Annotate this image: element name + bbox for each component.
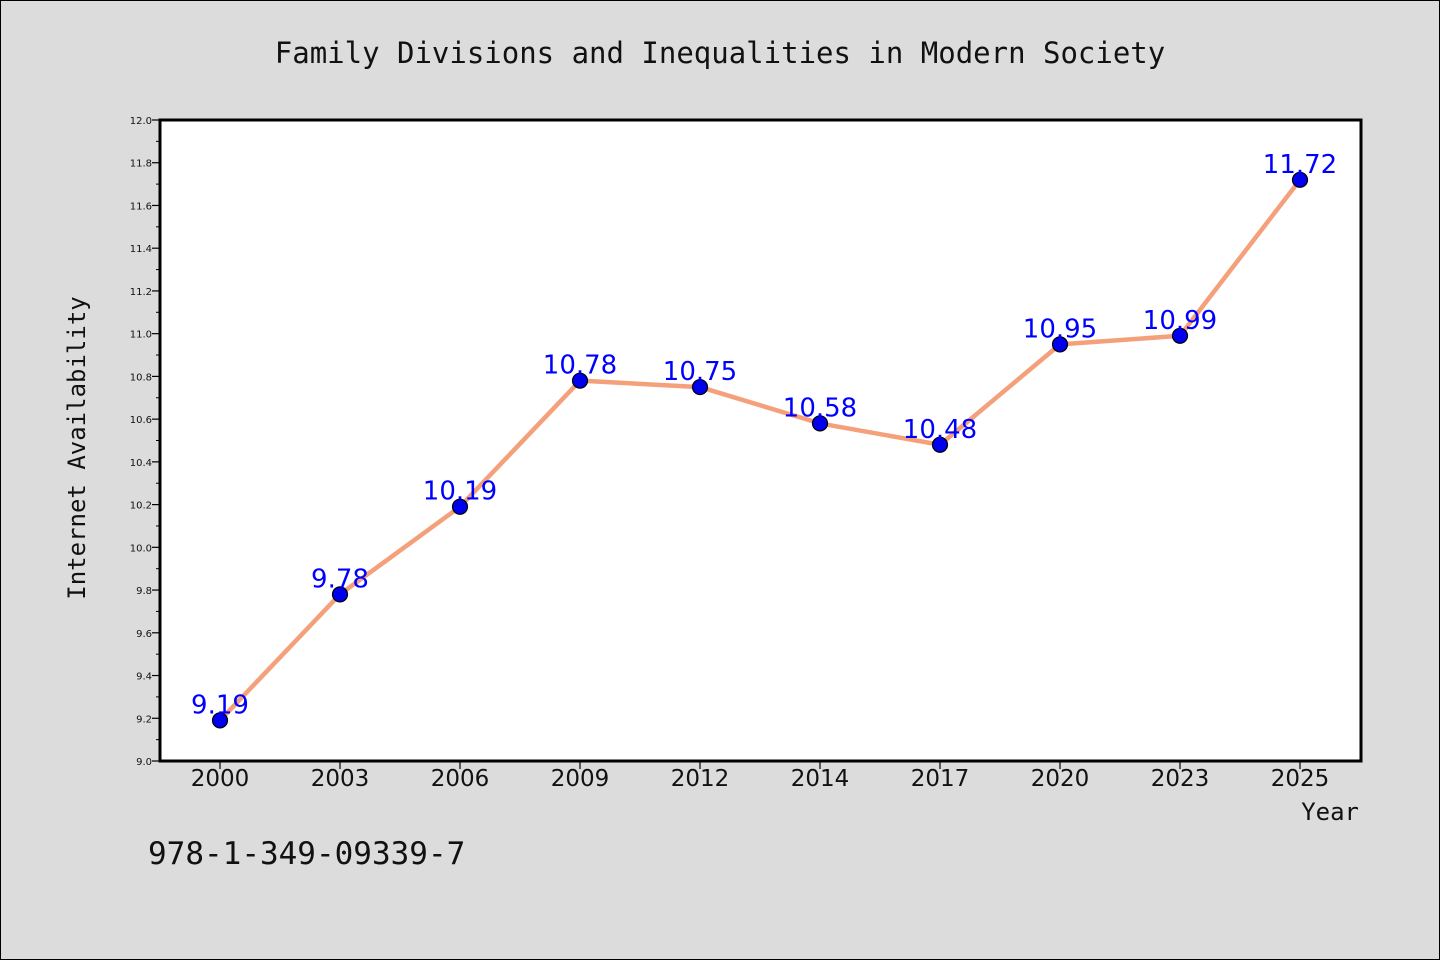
data-label: 10.95 xyxy=(1023,314,1097,344)
y-tick-label: 10.8 xyxy=(130,372,152,383)
x-tick-label: 2017 xyxy=(911,766,970,792)
y-tick-label: 11.4 xyxy=(130,244,152,255)
data-label: 9.78 xyxy=(311,564,369,594)
y-tick-label: 11.6 xyxy=(130,201,152,212)
x-axis-label: Year xyxy=(1301,798,1359,826)
y-tick-label: 11.8 xyxy=(130,159,152,170)
data-point xyxy=(811,415,829,432)
x-tick-label: 2012 xyxy=(671,766,730,792)
series-line-group xyxy=(217,177,1303,723)
y-axis-label: Internet Availability xyxy=(63,296,91,599)
y-tick-label: 10.6 xyxy=(130,415,152,426)
data-point xyxy=(691,378,709,396)
y-tick-label: 10.4 xyxy=(130,458,152,469)
y-tick-label: 9.2 xyxy=(136,714,152,725)
data-label: 10.48 xyxy=(903,415,977,445)
x-tick-label: 2014 xyxy=(791,766,850,792)
data-point xyxy=(331,586,349,603)
markers-group xyxy=(211,171,1309,729)
data-labels-group: 9.19 9.78 10.19 10.78 10.75 10.58 10.48 10.95 10… xyxy=(191,150,1337,721)
x-tick-label: 2025 xyxy=(1271,766,1330,792)
x-tick-label: 2009 xyxy=(551,766,610,792)
y-axis: 9.0 9.2 9.4 9.6 9.8 10.0 10.2 10.4 10.6 10.8 11.0 1… xyxy=(130,116,160,768)
x-tick-label: 2000 xyxy=(191,766,250,792)
isbn-text: 978-1-349-09339-7 xyxy=(148,836,465,872)
data-label: 10.58 xyxy=(783,393,857,423)
x-tick-label: 2006 xyxy=(431,766,490,792)
chart-title: Family Divisions and Inequalities in Mod… xyxy=(275,36,1165,70)
y-tick-label: 9.0 xyxy=(136,757,152,768)
data-label: 10.75 xyxy=(663,357,737,387)
data-point xyxy=(211,712,229,729)
y-tick-label: 9.4 xyxy=(136,672,152,683)
plot-area xyxy=(158,118,1363,763)
data-label: 10.19 xyxy=(423,477,497,507)
x-tick-label: 2003 xyxy=(311,766,370,792)
y-tick-label: 9.6 xyxy=(136,629,152,640)
y-tick-label: 11.2 xyxy=(130,287,152,298)
y-tick-label: 10.0 xyxy=(130,543,152,554)
y-tick-label: 9.8 xyxy=(136,586,152,597)
data-label: 10.78 xyxy=(543,351,617,381)
data-point xyxy=(1051,336,1069,353)
data-label: 10.99 xyxy=(1143,306,1217,336)
y-tick-label: 10.2 xyxy=(130,501,152,512)
x-tick-label: 2023 xyxy=(1151,766,1210,792)
data-label: 9.19 xyxy=(191,690,249,720)
x-axis: 2000 2003 2006 2009 2012 2014 2017 2020 2023 2025 xyxy=(191,761,1330,792)
data-label: 11.72 xyxy=(1263,150,1337,180)
y-tick-label: 11.0 xyxy=(130,330,152,341)
series-line xyxy=(217,177,1303,723)
data-point xyxy=(1171,327,1189,344)
y-tick-label: 12.0 xyxy=(130,116,152,127)
data-point xyxy=(451,498,469,515)
data-point xyxy=(571,372,589,389)
data-point xyxy=(931,436,949,453)
x-tick-label: 2020 xyxy=(1031,766,1090,792)
data-point xyxy=(1291,171,1309,188)
